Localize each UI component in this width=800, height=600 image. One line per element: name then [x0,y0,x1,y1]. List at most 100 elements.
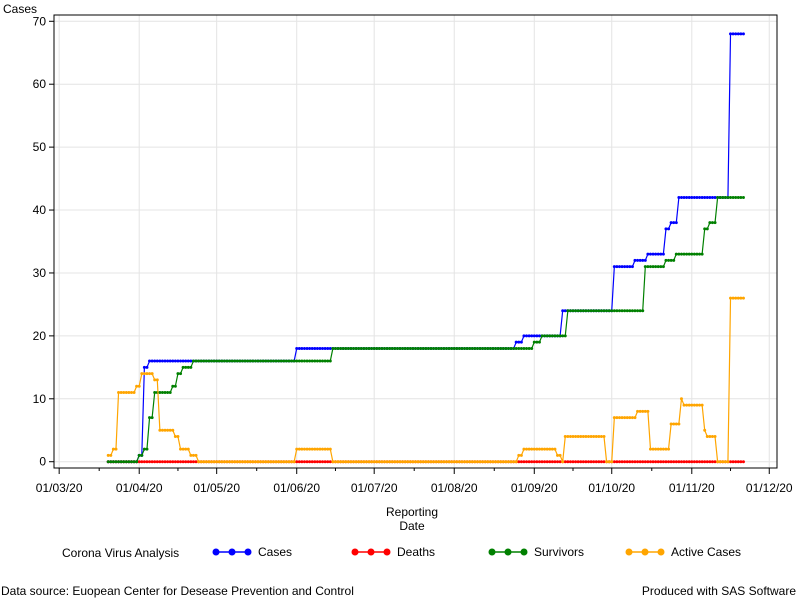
data-point [568,460,572,464]
data-point [429,460,433,464]
data-point [563,334,567,338]
data-point [501,346,505,350]
data-point [654,460,658,464]
data-point [290,359,294,363]
data-point [171,359,175,363]
data-point [646,265,650,269]
data-point [282,359,286,363]
data-point [674,221,678,225]
data-point [300,447,304,451]
data-point [163,428,167,432]
data-point [628,460,632,464]
data-point [543,334,547,338]
data-point [383,346,387,350]
data-point [664,447,668,451]
data-point [375,460,379,464]
data-point [284,460,288,464]
data-point [695,252,699,256]
data-point [235,359,239,363]
data-point [111,460,115,464]
data-point [617,265,621,269]
data-point [444,346,448,350]
data-point [705,195,709,199]
data-point [442,346,446,350]
data-point [700,195,704,199]
data-point [581,435,585,439]
x-axis: 01/03/20 01/04/20 01/05/20 01/06/20 01/07/20… [36,468,793,495]
data-point [452,346,456,350]
data-point [321,460,325,464]
data-point [558,334,562,338]
data-point [176,372,180,376]
data-point [625,265,629,269]
data-point [530,460,534,464]
data-point [153,391,157,394]
data-point [628,309,632,313]
data-point [129,391,133,394]
data-point [659,460,663,464]
data-point [326,359,330,363]
data-point [695,460,699,464]
data-point [488,460,492,464]
data-point [222,460,226,464]
data-point [481,460,485,464]
data-point [470,460,474,464]
data-point [313,447,317,451]
data-point [111,447,115,451]
data-point [656,460,660,464]
legend-swatch-marker [244,548,252,556]
data-point [308,346,312,350]
data-point [579,460,583,464]
data-point [184,447,188,451]
data-point [615,460,619,464]
data-point [721,195,725,199]
data-point [721,460,725,464]
data-point [615,265,619,269]
data-point [336,346,340,350]
data-point [571,309,575,313]
data-point [416,460,420,464]
x-tick-label: 01/05/20 [193,481,240,495]
data-point [633,258,637,262]
data-point [411,460,415,464]
data-point [561,309,565,313]
data-point [235,460,239,464]
data-point [731,195,735,199]
data-point [713,460,717,464]
data-point [326,447,330,451]
y-axis: 0 10 20 30 40 50 60 70 [33,14,54,469]
data-point [191,453,195,457]
data-point [579,309,583,313]
data-point [463,460,467,464]
data-point [468,460,472,464]
data-point [323,447,327,451]
data-point [723,460,727,464]
data-point [584,460,588,464]
data-point [648,252,652,256]
data-point [398,460,402,464]
data-point [305,447,309,451]
data-point [741,195,745,199]
data-point [661,265,665,269]
data-point [295,447,299,451]
data-point [166,391,170,394]
data-point [698,195,702,199]
data-point [168,391,172,394]
data-point [612,460,616,464]
legend-item-deaths: Deaths [351,545,435,559]
data-point [641,409,645,413]
data-point [202,359,206,363]
data-point [509,460,513,464]
data-point [710,460,714,464]
data-point [504,346,508,350]
data-point [679,195,683,199]
data-point [695,403,699,407]
data-point [207,460,211,464]
data-point [186,359,190,363]
footnote-data-source: Data source: Euopean Center for Desease … [1,584,354,598]
data-point [713,435,717,439]
data-point [610,460,614,464]
data-point [331,346,335,350]
data-point [579,435,583,439]
